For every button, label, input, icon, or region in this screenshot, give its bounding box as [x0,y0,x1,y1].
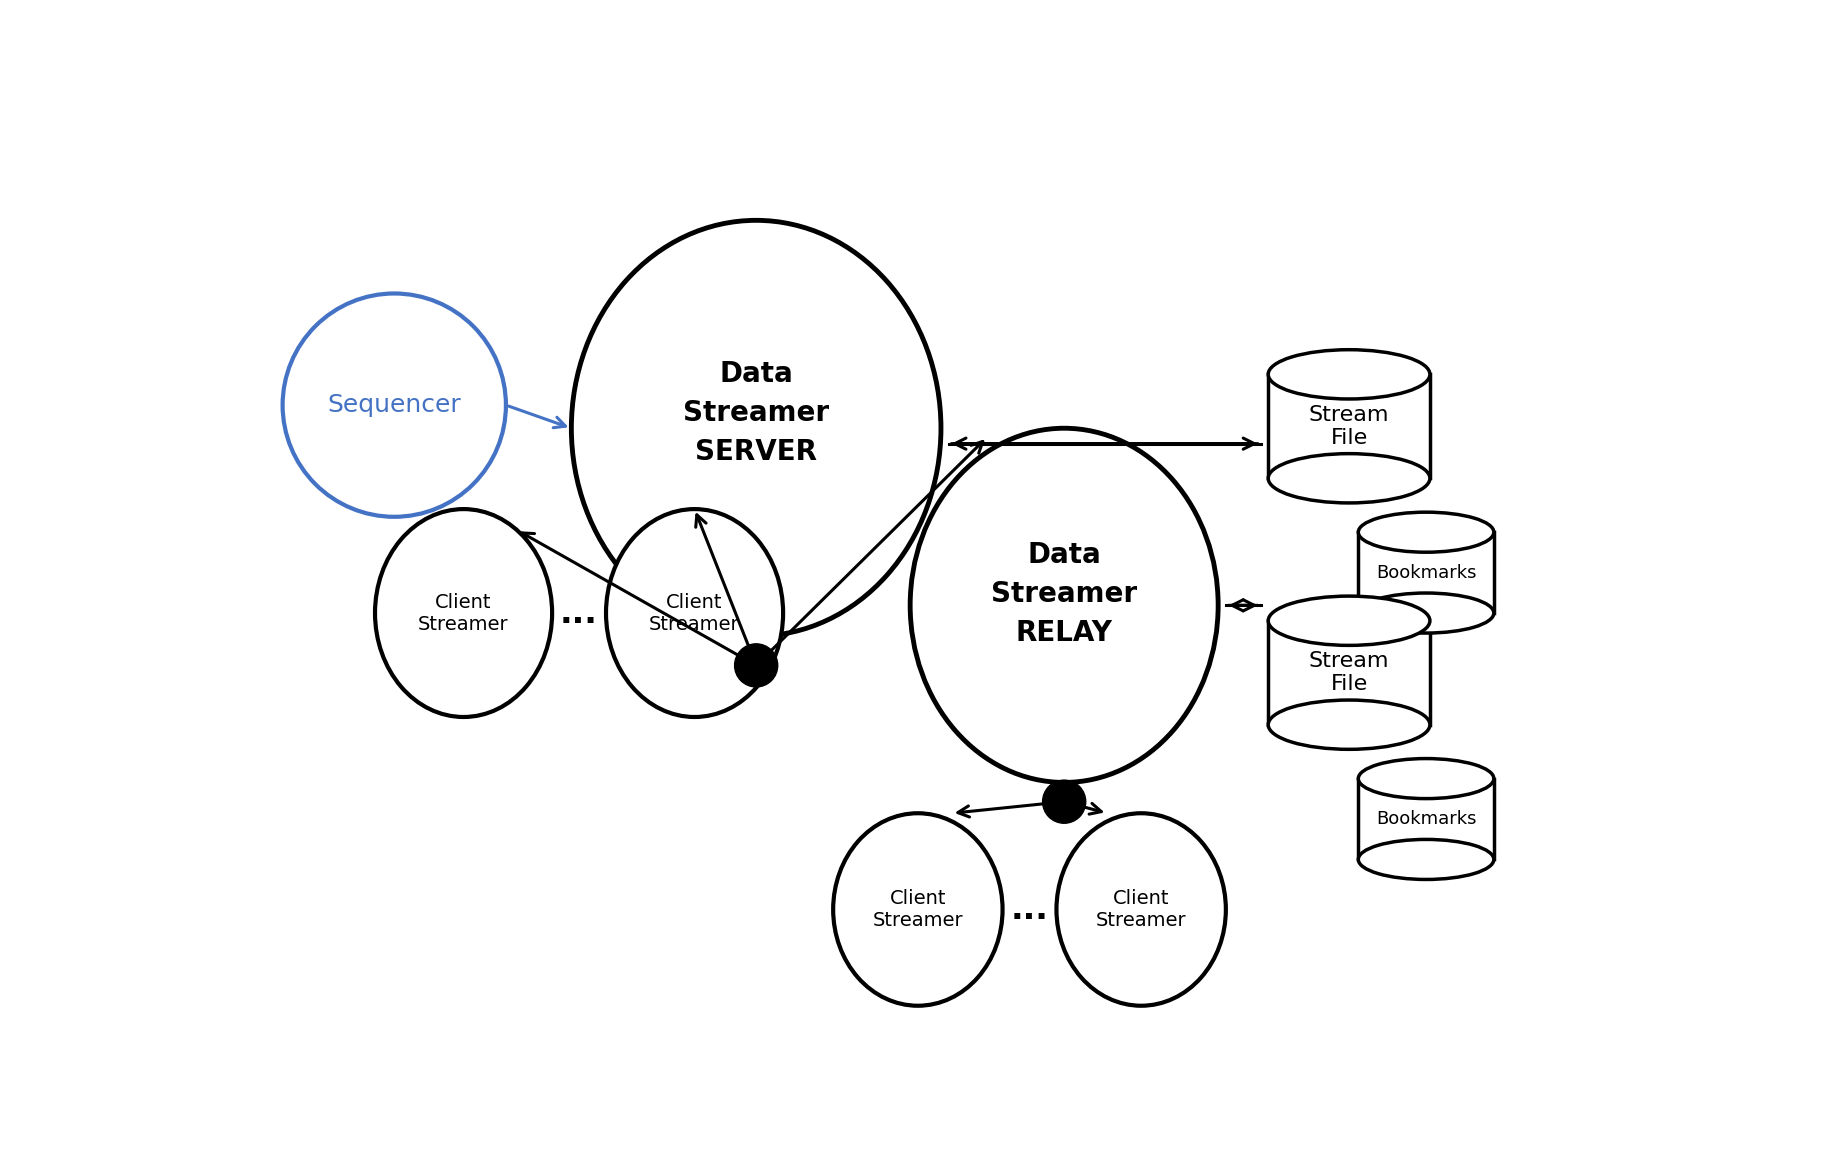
Ellipse shape [1358,839,1493,880]
Bar [1267,621,1429,725]
Ellipse shape [376,509,552,717]
Ellipse shape [833,813,1003,1006]
Ellipse shape [571,221,941,636]
Circle shape [1043,780,1085,823]
Text: Bookmarks: Bookmarks [1375,810,1475,828]
Text: Sequencer: Sequencer [326,393,461,417]
Bar [1358,532,1493,613]
Text: Client
Streamer: Client Streamer [871,889,963,929]
Text: Bookmarks: Bookmarks [1375,564,1475,581]
Ellipse shape [1267,453,1429,503]
Ellipse shape [605,509,782,717]
Ellipse shape [1267,701,1429,749]
Text: ...: ... [560,596,598,630]
Ellipse shape [1267,350,1429,399]
Text: Client
Streamer: Client Streamer [649,593,740,633]
Circle shape [735,644,777,687]
Ellipse shape [1358,758,1493,799]
Ellipse shape [1267,596,1429,645]
Ellipse shape [283,294,505,517]
Ellipse shape [1358,593,1493,633]
Text: Client
Streamer: Client Streamer [417,593,509,633]
Text: Data
Streamer
RELAY: Data Streamer RELAY [990,541,1136,647]
Text: ...: ... [1010,892,1048,926]
Text: Stream
File: Stream File [1309,405,1389,447]
Text: Stream
File: Stream File [1309,651,1389,695]
Ellipse shape [1056,813,1225,1006]
Text: Client
Streamer: Client Streamer [1096,889,1185,929]
Text: Data
Streamer
SERVER: Data Streamer SERVER [684,360,829,466]
Ellipse shape [910,428,1218,783]
Bar [1267,375,1429,479]
Bar [1358,779,1493,859]
Ellipse shape [1358,512,1493,553]
